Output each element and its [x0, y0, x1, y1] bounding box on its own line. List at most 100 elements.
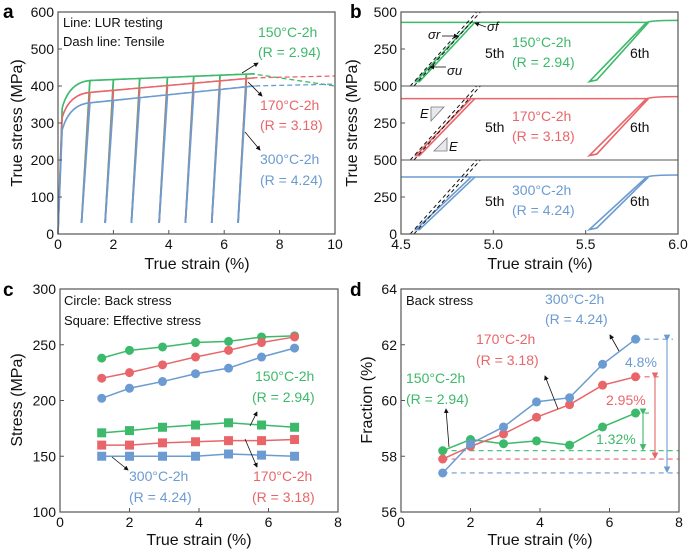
panel-a-arrow-170	[247, 81, 263, 97]
data-point-circle	[290, 332, 300, 342]
data-point	[532, 436, 542, 446]
y-tick-label: 0	[46, 226, 54, 242]
data-point-circle	[257, 338, 267, 348]
panel-d-arrow-150	[443, 408, 450, 448]
data-point-circle	[158, 360, 168, 370]
unload-reload-loop	[104, 100, 115, 223]
y-tick-label: 250	[374, 41, 398, 57]
panel-c-marks	[97, 331, 300, 461]
data-point-square	[191, 437, 201, 447]
panel-a-label-150: 150°C-2h	[258, 24, 317, 40]
lur-envelope-0	[57, 72, 255, 235]
panel-d-r-300: (R = 4.24)	[545, 311, 608, 327]
panel-b-sigma-u: σu	[447, 63, 462, 78]
x-tick-label: 8	[276, 236, 284, 252]
data-point-square	[290, 435, 300, 445]
y-tick-label: 500	[31, 41, 55, 57]
data-point-circle	[191, 352, 201, 362]
panel-b-r-300: (R = 4.24)	[512, 202, 575, 218]
data-point-square	[158, 438, 168, 448]
data-point-square	[257, 450, 267, 460]
panel-a-marks	[57, 72, 336, 235]
data-point-square	[257, 420, 267, 430]
modulus-line	[413, 11, 481, 87]
y-tick-label: 250	[374, 189, 398, 205]
data-point	[499, 422, 509, 432]
loop-5th-0	[413, 21, 476, 83]
data-point-circle	[158, 342, 168, 352]
y-tick-label: 150	[33, 448, 57, 464]
loop-6th-0	[587, 21, 650, 83]
x-tick-label: 6	[265, 514, 273, 530]
panel-d-increase-150: 1.32%	[596, 431, 636, 447]
panel-d-r-150: (R = 2.94)	[406, 391, 469, 407]
panel-c-xlabel: True strain (%)	[146, 532, 251, 549]
data-point	[532, 412, 542, 422]
unload-reload-loop	[80, 102, 91, 223]
panel-d-increase-170: 2.95%	[606, 392, 646, 408]
modulus-line	[413, 159, 481, 235]
panel-c-arrow-300	[111, 456, 129, 471]
panel-c-note-circle: Circle: Back stress	[64, 293, 172, 308]
unload-reload-loop	[130, 97, 141, 223]
panel-b-sigma-f: σf	[487, 19, 500, 34]
data-point-square	[125, 440, 134, 450]
panel-b-label-170: 170°C-2h	[512, 108, 571, 124]
flow-line-1	[401, 95, 679, 100]
x-tick-label: 4	[165, 236, 173, 252]
panel-c-label-300: 300°C-2h	[129, 468, 188, 484]
data-point	[499, 439, 509, 449]
modulus-line	[409, 159, 478, 235]
panel-a-r-170: (R = 3.18)	[260, 117, 323, 133]
modulus-line	[409, 85, 478, 161]
panel-c-ticks: 0 2 4 6 8 100 150 200 250 300	[33, 281, 342, 530]
panel-d-ticks: 0 2 4 6 8 56 58 60 62 64	[381, 281, 683, 530]
panel-c: 0 2 4 6 8 100 150 200 250 300 Circle: Back stress…	[9, 281, 342, 549]
y-tick-label: 0	[389, 226, 397, 242]
panel-d-r-170: (R = 3.18)	[476, 352, 539, 368]
y-tick-label: 500	[374, 4, 398, 20]
data-point-square	[158, 422, 168, 432]
panel-a-r-150: (R = 2.94)	[258, 44, 321, 60]
data-point-circle	[125, 383, 134, 393]
data-point-circle	[97, 393, 107, 403]
data-point	[598, 380, 608, 390]
panel-label-b: b	[350, 2, 362, 23]
x-tick-label: 5.0	[484, 236, 504, 252]
data-point-square	[97, 428, 107, 438]
x-tick-label: 8	[675, 514, 683, 530]
panel-c-label-150: 150°C-2h	[255, 368, 314, 384]
panel-b-modulus-triangle-2	[433, 137, 448, 152]
x-tick-label: 2	[126, 514, 134, 530]
panel-label-d: d	[350, 280, 362, 301]
x-tick-label: 6	[220, 236, 228, 252]
data-point	[565, 393, 575, 403]
modulus-line	[413, 85, 481, 161]
data-point	[532, 397, 542, 407]
data-point-circle	[224, 345, 234, 355]
x-tick-label: 0	[56, 514, 64, 530]
data-point-circle	[125, 345, 134, 355]
data-point-circle	[97, 373, 107, 383]
panel-a-arrow-300	[244, 131, 261, 151]
data-point-circle	[257, 352, 267, 362]
cycle-label-6th: 6th	[630, 45, 649, 61]
data-point	[499, 429, 509, 439]
y-tick-label: 250	[374, 115, 398, 131]
panel-c-label-170: 170°C-2h	[253, 468, 312, 484]
panel-a-xlabel: True strain (%)	[144, 256, 249, 273]
data-point	[598, 359, 608, 369]
loop-6th-1	[586, 98, 650, 157]
panel-a-note-line: Line: LUR testing	[63, 15, 163, 30]
panel-b-marks	[401, 11, 679, 235]
panel-d-ylabel: Fraction (%)	[359, 356, 376, 443]
y-tick-label: 300	[33, 281, 57, 297]
panel-b-sigma-r: σr	[428, 27, 441, 42]
data-point-circle	[224, 336, 234, 346]
y-tick-label: 600	[31, 4, 55, 20]
y-tick-label: 56	[381, 504, 397, 520]
y-tick-label: 400	[31, 78, 55, 94]
panel-b-r-170: (R = 3.18)	[512, 128, 575, 144]
